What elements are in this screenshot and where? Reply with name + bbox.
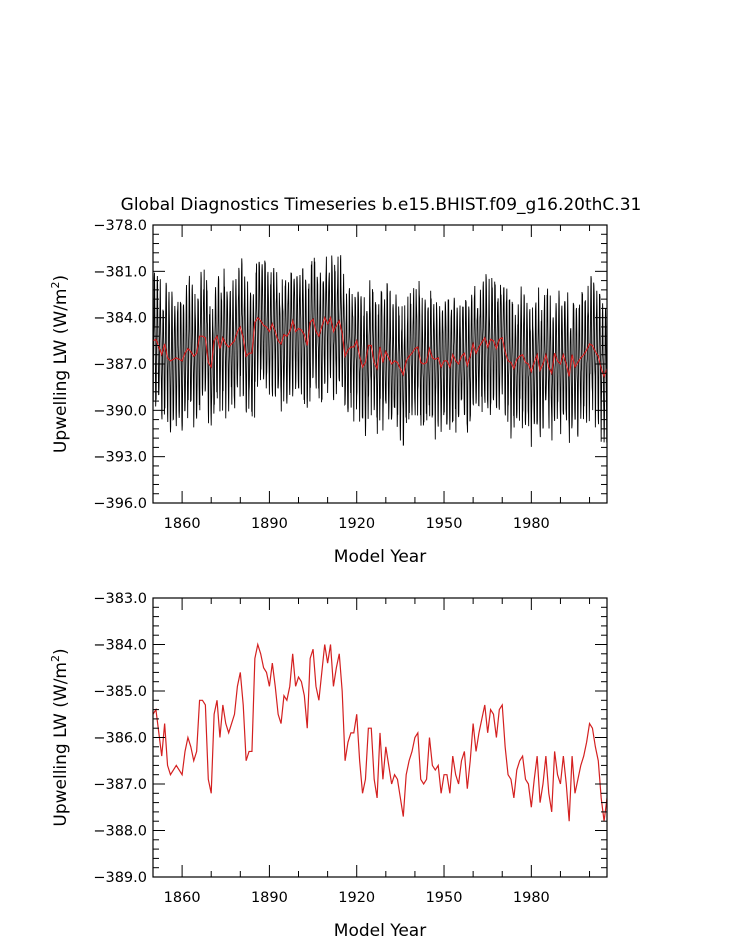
x-tick-label: 1860	[164, 890, 201, 906]
y-tick-label: −383.0	[93, 591, 147, 607]
y-tick-label: −393.0	[93, 450, 147, 466]
y-tick-label: −378.0	[93, 218, 147, 234]
x-tick-label: 1890	[251, 516, 288, 532]
y-tick-label: −389.0	[93, 870, 147, 886]
y-tick-label: −388.0	[93, 824, 147, 840]
chart-panel-1: −378.0 −381.0 −384.0 −387.0 −390.0 −393.0 −396…	[49, 218, 608, 567]
y-axis-label: Upwelling LW (W/m2)	[49, 648, 71, 826]
x-tick-label: 1980	[513, 516, 550, 532]
y-tick-label: −387.0	[93, 357, 147, 373]
x-tick-label: 1980	[513, 890, 550, 906]
x-tick-label: 1920	[338, 890, 375, 906]
y-tick-label: −390.0	[93, 403, 147, 419]
y-axis-label-close: )	[51, 648, 71, 655]
y-axis-label-superscript: 2	[49, 282, 62, 289]
y-axis-label-main: Upwelling LW (W/m	[51, 289, 71, 454]
y-tick-label: −384.0	[93, 311, 147, 327]
x-axis-label: Model Year	[334, 547, 426, 567]
y-tick-label: −387.0	[93, 777, 147, 793]
y-axis-label-main: Upwelling LW (W/m	[51, 662, 71, 827]
y-tick-label: −381.0	[93, 264, 147, 280]
x-tick-label: 1950	[426, 516, 463, 532]
y-tick-label: −384.0	[93, 638, 147, 654]
x-axis-label: Model Year	[334, 921, 426, 941]
x-tick-label: 1920	[338, 516, 375, 532]
y-tick-label: −396.0	[93, 496, 147, 512]
chart-panel-2: −383.0 −384.0 −385.0 −386.0 −387.0 −388.0 −389…	[49, 591, 608, 941]
y-axis-label-close: )	[51, 275, 71, 282]
x-tick-label: 1890	[251, 890, 288, 906]
x-tick-label: 1950	[426, 890, 463, 906]
annual-mean-line	[153, 315, 607, 379]
y-axis-label: Upwelling LW (W/m2)	[49, 275, 71, 453]
y-axis-label-superscript: 2	[49, 655, 62, 662]
monthly-series-line	[153, 255, 607, 447]
x-tick-label: 1860	[164, 516, 201, 532]
annual-mean-line	[153, 642, 607, 822]
y-tick-label: −386.0	[93, 731, 147, 747]
chart-title: Global Diagnostics Timeseries b.e15.BHIS…	[121, 195, 642, 215]
y-tick-label: −385.0	[93, 684, 147, 700]
